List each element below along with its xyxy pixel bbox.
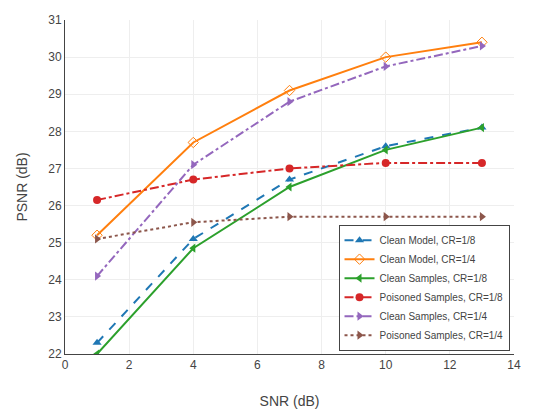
svg-text:28: 28 — [48, 125, 62, 139]
svg-text:PSNR (dB): PSNR (dB) — [14, 152, 30, 221]
svg-text:24: 24 — [48, 273, 62, 287]
svg-text:10: 10 — [379, 358, 393, 372]
svg-text:Clean Model, CR=1/4: Clean Model, CR=1/4 — [380, 254, 476, 265]
svg-text:14: 14 — [507, 358, 521, 372]
svg-text:23: 23 — [48, 310, 62, 324]
svg-text:4: 4 — [190, 358, 197, 372]
svg-text:25: 25 — [48, 236, 62, 250]
svg-text:Poisoned Samples, CR=1/8: Poisoned Samples, CR=1/8 — [380, 292, 504, 303]
svg-text:29: 29 — [48, 87, 62, 101]
svg-text:22: 22 — [48, 347, 62, 361]
svg-text:26: 26 — [48, 199, 62, 213]
svg-text:Poisoned Samples, CR=1/4: Poisoned Samples, CR=1/4 — [380, 330, 504, 341]
svg-text:SNR (dB): SNR (dB) — [260, 393, 320, 409]
svg-text:31: 31 — [48, 13, 62, 27]
svg-text:27: 27 — [48, 162, 62, 176]
svg-text:0: 0 — [62, 358, 69, 372]
svg-text:30: 30 — [48, 50, 62, 64]
svg-text:Clean Model, CR=1/8: Clean Model, CR=1/8 — [380, 235, 476, 246]
svg-text:2: 2 — [126, 358, 133, 372]
svg-text:12: 12 — [443, 358, 457, 372]
svg-text:8: 8 — [318, 358, 325, 372]
svg-text:Clean Samples, CR=1/8: Clean Samples, CR=1/8 — [380, 273, 488, 284]
svg-text:Clean Samples, CR=1/4: Clean Samples, CR=1/4 — [380, 311, 488, 322]
svg-text:6: 6 — [254, 358, 261, 372]
